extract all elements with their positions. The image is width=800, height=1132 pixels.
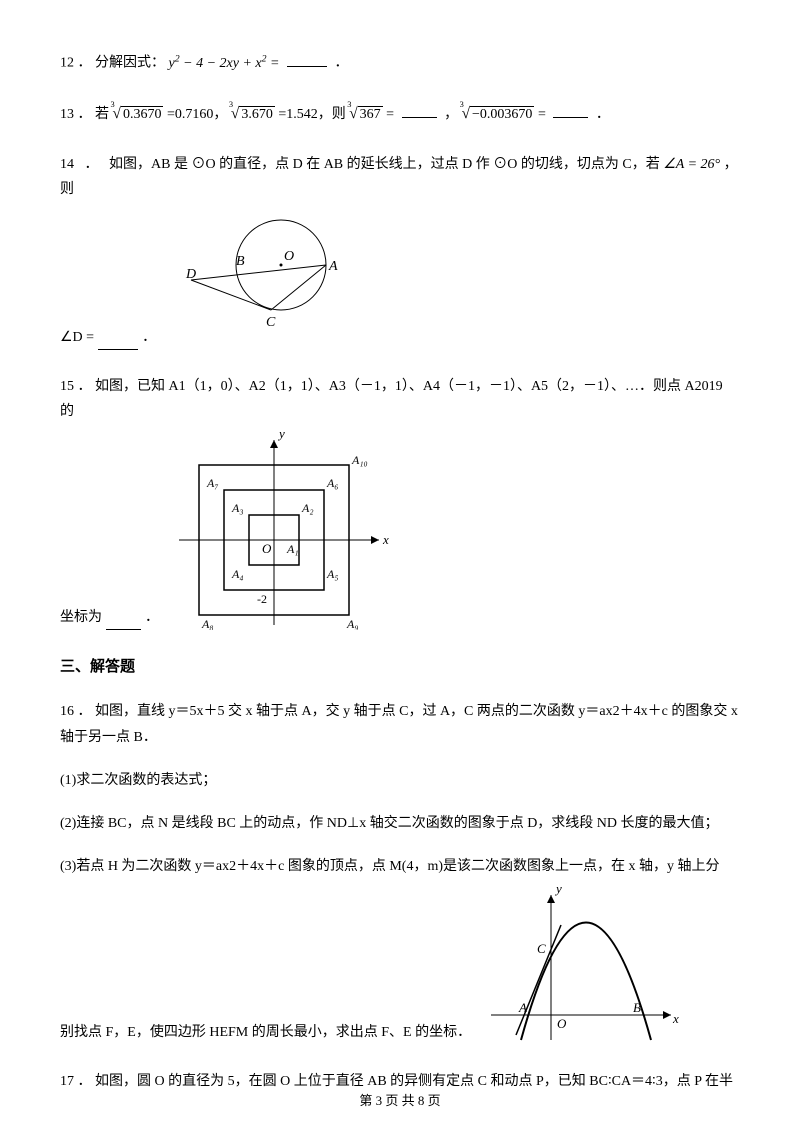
blank-14 <box>98 336 138 350</box>
q16-sub1: (1)求二次函数的表达式； <box>60 768 740 793</box>
svg-text:A₇: A₇ <box>206 476 219 490</box>
q-sep: ． <box>78 56 92 71</box>
svg-text:x: x <box>672 1011 679 1026</box>
svg-text:A₉: A₉ <box>346 617 359 630</box>
q14-t1: 如图，AB 是 <box>109 157 188 172</box>
question-14: 14 ． 如图，AB 是 ⊙O 的直径，点 D 在 AB 的延长线上，过点 D … <box>60 152 740 350</box>
q-text: 若 <box>95 107 109 122</box>
expr-mid: − 4 − 2 <box>183 56 226 71</box>
q-sep: ． <box>78 107 92 122</box>
svg-text:D: D <box>185 267 196 282</box>
svg-text:B: B <box>236 254 245 269</box>
q14-t3: 的切线，切点为 C，若 <box>521 157 660 172</box>
q15-diagram: y x O A₁ A₂ A₃ A₄ A₅ A₆ A₇ A₈ A₉ A₁₀ -2 <box>169 430 399 630</box>
q15-text: 如图，已知 A1（1，0）、A2（1，1）、A3（－1，1）、A4（－1，－1）… <box>60 379 723 419</box>
svg-text:O: O <box>284 249 294 264</box>
cbrt-1: 3√0.3670 <box>113 100 164 128</box>
svg-text:A₈: A₈ <box>201 617 214 630</box>
q-sep: ． <box>78 1074 92 1089</box>
period: ． <box>145 605 159 630</box>
eq1: =0.7160， <box>167 107 227 122</box>
svg-text:A₃: A₃ <box>231 501 244 515</box>
eq3: = <box>386 107 394 122</box>
q16-sub2: (2)连接 BC，点 N 是线段 BC 上的动点，作 ND⊥x 轴交二次函数的图… <box>60 811 740 836</box>
expr-plus: + <box>242 56 251 71</box>
svg-text:A₄: A₄ <box>231 567 244 581</box>
svg-text:B: B <box>633 1000 641 1015</box>
circle-o: ⊙O <box>191 157 215 172</box>
angle-d: ∠D = <box>60 325 94 350</box>
svg-text:A: A <box>328 259 338 274</box>
svg-text:y: y <box>554 885 562 896</box>
blank-13a <box>402 104 437 118</box>
cbrt-2: 3√3.670 <box>231 100 275 128</box>
blank-13b <box>553 104 588 118</box>
q16-sub3a: (3)若点 H 为二次函数 y＝ax2＋4x＋c 图象的顶点，点 M(4，m)是… <box>60 854 740 879</box>
svg-text:C: C <box>537 941 546 956</box>
svg-text:A₂: A₂ <box>301 501 314 515</box>
q-number: 17 <box>60 1074 74 1089</box>
circle-o: ⊙O <box>493 157 517 172</box>
eq4: = <box>538 107 546 122</box>
q-sep: ． <box>78 704 92 719</box>
svg-text:C: C <box>266 315 276 330</box>
svg-text:A₆: A₆ <box>326 476 339 490</box>
question-16: 16 ． 如图，直线 y＝5x＋5 交 x 轴于点 A，交 y 轴于点 C，过 … <box>60 699 740 1045</box>
svg-text:O: O <box>262 541 272 556</box>
q-number: 12 <box>60 56 74 71</box>
period: ． <box>142 325 156 350</box>
q15-suffix: 坐标为 <box>60 605 102 630</box>
angle-a: ∠A = 26° <box>663 157 720 172</box>
q12-expression: y2 − 4 − 2xy + x2 = <box>169 56 284 71</box>
svg-text:O: O <box>557 1016 567 1031</box>
q17-text: 如图，圆 O 的直径为 5，在圆 O 上位于直径 AB 的异侧有定点 C 和动点… <box>95 1074 733 1089</box>
blank-15 <box>106 616 141 630</box>
eq2: =1.542，则 <box>278 107 345 122</box>
q16-diagram: y x O A B C <box>481 885 681 1045</box>
svg-text:y: y <box>277 430 285 441</box>
q-number: 13 <box>60 107 74 122</box>
q16-sub3b: 别找点 F，E，使四边形 HEFM 的周长最小，求出点 F、E 的坐标． <box>60 1020 471 1045</box>
q-number: 14 <box>60 157 74 172</box>
q-text: 分解因式： <box>95 56 165 71</box>
blank-12 <box>287 53 327 67</box>
q-number: 15 <box>60 379 74 394</box>
expr-eq: = <box>270 56 279 71</box>
comma: ， <box>444 107 458 122</box>
expr-xy: xy <box>227 56 239 71</box>
question-12: 12 ． 分解因式： y2 − 4 − 2xy + x2 = ． <box>60 50 740 76</box>
svg-text:A₁: A₁ <box>286 542 299 556</box>
svg-text:x: x <box>382 532 389 547</box>
period: ． <box>335 56 349 71</box>
svg-text:A: A <box>518 1000 527 1015</box>
question-13: 13 ． 若 3√0.3670 =0.7160， 3√3.670 =1.542，… <box>60 100 740 128</box>
svg-text:A₁₀: A₁₀ <box>351 453 368 467</box>
q-sep: ． <box>85 157 99 172</box>
page-footer: 第 3 页 共 8 页 <box>0 1089 800 1112</box>
q-sep: ． <box>78 379 92 394</box>
section-3-title: 三、解答题 <box>60 654 740 681</box>
svg-text:A₅: A₅ <box>326 567 339 581</box>
q-number: 16 <box>60 704 74 719</box>
cbrt-3: 3√367 <box>349 100 382 128</box>
period: ． <box>596 107 610 122</box>
svg-text:-2: -2 <box>257 592 267 606</box>
q14-diagram: D B O A C <box>176 210 356 350</box>
question-15: 15 ． 如图，已知 A1（1，0）、A2（1，1）、A3（－1，1）、A4（－… <box>60 374 740 630</box>
cbrt-4: 3√−0.003670 <box>462 100 535 128</box>
q14-t2: 的直径，点 D 在 AB 的延长线上，过点 D 作 <box>219 157 490 172</box>
q16-text: 如图，直线 y＝5x＋5 交 x 轴于点 A，交 y 轴于点 C，过 A，C 两… <box>60 704 738 744</box>
